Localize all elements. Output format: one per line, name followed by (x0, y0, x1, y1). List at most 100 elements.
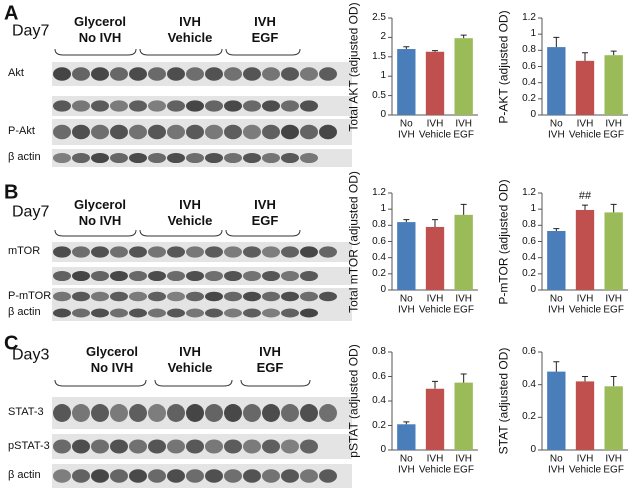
error-bar (582, 204, 588, 210)
error-bar (460, 34, 467, 39)
group-bracket (139, 229, 223, 237)
blot-band (129, 152, 147, 164)
error-bar (403, 219, 410, 223)
error-bar (432, 380, 438, 389)
blot-band (300, 439, 318, 454)
blot-band (281, 246, 299, 258)
row-label: mTOR (8, 245, 41, 258)
blot-band (262, 246, 280, 258)
blot-band (281, 404, 299, 422)
blot-band (281, 100, 299, 112)
blot-band (205, 291, 223, 302)
bar (454, 38, 473, 116)
blot-band (300, 308, 318, 318)
blot-band (262, 469, 280, 483)
row-label: P-Akt (8, 125, 35, 138)
blot-band (262, 100, 280, 112)
group-label: Vehicle (167, 360, 213, 376)
x-tick-label: IVH Vehicle (418, 453, 452, 475)
blot-band (281, 469, 299, 483)
blot-band (72, 67, 90, 81)
blot-band (91, 439, 109, 454)
blot-band (53, 291, 71, 302)
blot-band (167, 308, 185, 318)
y-tick-label: 1 (380, 69, 386, 81)
bar (454, 214, 473, 290)
x-tick-label: IVH EGF (453, 118, 474, 140)
blot-band (53, 124, 71, 140)
x-tick-label: IVH EGF (603, 293, 624, 315)
y-axis-title: P-mTOR (adjusted OD) (496, 178, 511, 305)
panel-letter: C (4, 332, 19, 355)
group-label: No IVH (90, 360, 134, 376)
y-tick-label: 0.6 (522, 235, 536, 247)
group-label: Glycerol (73, 14, 127, 30)
blot-band (205, 246, 223, 258)
error-bar (553, 361, 560, 372)
y-tick-label: 1.5 (372, 50, 386, 62)
row-label: STAT-3 (8, 406, 44, 419)
blot-band (91, 270, 109, 282)
blot-band (205, 439, 223, 454)
y-axis-title: Total mTOR (adjusted OD) (346, 170, 361, 313)
error-bar (553, 228, 560, 231)
blot-band (281, 439, 299, 454)
blot-band (262, 291, 280, 302)
blot-band (148, 404, 166, 422)
y-tick-label: 0 (530, 283, 536, 295)
day-label: Day3 (12, 346, 50, 364)
blot-band (281, 270, 299, 282)
x-tick-label: IVH EGF (453, 293, 474, 315)
day-label: Day7 (12, 203, 50, 221)
blot-band (167, 152, 185, 164)
bar (454, 382, 473, 450)
bar (575, 209, 595, 290)
blot-band (300, 152, 318, 164)
blot-band (53, 152, 71, 164)
blot-band (186, 439, 204, 454)
group-label: Vehicle (167, 30, 213, 46)
group-bracket (54, 379, 147, 387)
blot-band (167, 270, 185, 282)
blot-band (262, 404, 280, 422)
group-label: EGF (251, 213, 279, 229)
blot-band (167, 291, 185, 302)
blot-band (205, 469, 223, 483)
blot-band (243, 124, 261, 140)
y-tick-label: 0.2 (522, 411, 536, 423)
blot-band (186, 270, 204, 282)
y-tick-label: 1 (530, 202, 536, 214)
y-tick-label: 0.4 (522, 378, 536, 390)
y-tick-label: 0.6 (522, 60, 536, 72)
x-tick-label: No IVH (397, 118, 415, 140)
blot-band (262, 152, 280, 164)
blot-band (186, 152, 204, 164)
y-tick-label: 2.5 (372, 11, 386, 23)
blot-band (319, 291, 337, 302)
y-tick-label: 0.8 (522, 44, 536, 56)
blot-band (53, 469, 71, 483)
blot-band (300, 100, 318, 112)
blot-band (129, 469, 147, 483)
y-tick-label: 0.4 (522, 251, 536, 263)
blot-band (224, 67, 242, 81)
bar (575, 60, 595, 115)
error-bar (460, 373, 467, 383)
blot-band (319, 67, 337, 81)
bar (397, 49, 416, 115)
group-label: Glycerol (85, 344, 139, 360)
blot-band (186, 308, 204, 318)
blot-band (281, 291, 299, 302)
blot-band (167, 439, 185, 454)
y-tick-label: 0.4 (372, 251, 386, 263)
y-tick-label: 0.4 (522, 76, 536, 88)
blot-band (91, 308, 109, 318)
blot-band (129, 291, 147, 302)
blot-band (186, 404, 204, 422)
y-tick-label: 0 (530, 108, 536, 120)
blot-band (243, 100, 261, 112)
x-tick-label: No IVH (547, 118, 565, 140)
blot-band (53, 404, 71, 422)
blot-band (300, 291, 318, 302)
